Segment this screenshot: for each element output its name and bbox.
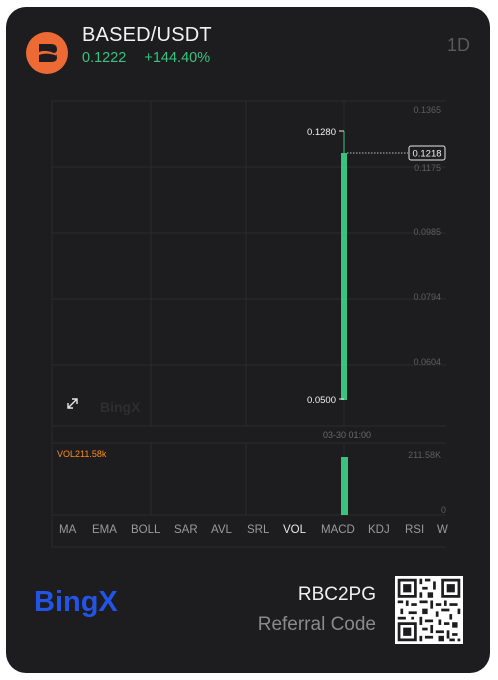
indicator-sar[interactable]: SAR xyxy=(174,524,198,536)
price-tick: 0.1365 xyxy=(413,105,441,115)
indicator-macd[interactable]: MACD xyxy=(321,524,355,536)
chart-grid xyxy=(51,100,446,548)
price-tick: 0.0604 xyxy=(413,357,441,367)
volume-label: VOL211.58k xyxy=(57,449,107,459)
last-price: 0.1222 xyxy=(82,50,127,66)
based-logo-icon xyxy=(26,32,68,74)
volume-bar xyxy=(341,457,348,515)
high-label: 0.1280 xyxy=(307,127,336,138)
indicator-w[interactable]: W xyxy=(437,524,448,536)
referral-label: Referral Code xyxy=(257,614,376,635)
price-chart: 0.1365 0.1175 0.0985 0.0794 0.0604 BingX… xyxy=(51,100,446,548)
price-tick: 0.0985 xyxy=(413,227,441,237)
pair-title: BASED/USDT xyxy=(82,24,212,46)
expand-icon[interactable] xyxy=(67,398,78,409)
candle-body xyxy=(341,153,347,400)
indicator-kdj[interactable]: KDJ xyxy=(368,524,390,536)
volume-zero-label: 0 xyxy=(441,505,446,515)
indicator-rsi[interactable]: RSI xyxy=(405,524,425,536)
current-price-tag xyxy=(408,145,446,161)
price-tick: 0.0794 xyxy=(413,292,441,302)
interval-label[interactable]: 1D xyxy=(446,35,470,55)
indicator-vol[interactable]: VOL xyxy=(283,524,307,536)
bingx-logo: BingX xyxy=(34,585,154,622)
price-tick: 0.1175 xyxy=(414,163,441,173)
price-row: 0.1222 +144.40% xyxy=(82,50,224,66)
share-card: BASED/USDT 0.1222 +144.40% 1D 0.1365 xyxy=(6,7,490,673)
indicator-ema[interactable]: EMA xyxy=(92,524,117,536)
volume-max-label: 211.58K xyxy=(408,450,441,460)
price-change: +144.40% xyxy=(144,50,211,66)
chart-watermark: BingX xyxy=(100,399,141,415)
referral-code: RBC2PG xyxy=(297,584,376,605)
svg-text:BingX: BingX xyxy=(34,586,118,617)
indicator-srl[interactable]: SRL xyxy=(247,524,270,536)
indicator-ma[interactable]: MA xyxy=(59,524,77,536)
x-axis-date: 03-30 01:00 xyxy=(323,430,371,440)
current-price-label: 0.1218 xyxy=(412,149,441,160)
low-label: 0.0500 xyxy=(307,395,336,406)
qr-code-icon xyxy=(395,576,463,644)
indicator-boll[interactable]: BOLL xyxy=(131,524,161,536)
indicator-avl[interactable]: AVL xyxy=(211,524,232,536)
